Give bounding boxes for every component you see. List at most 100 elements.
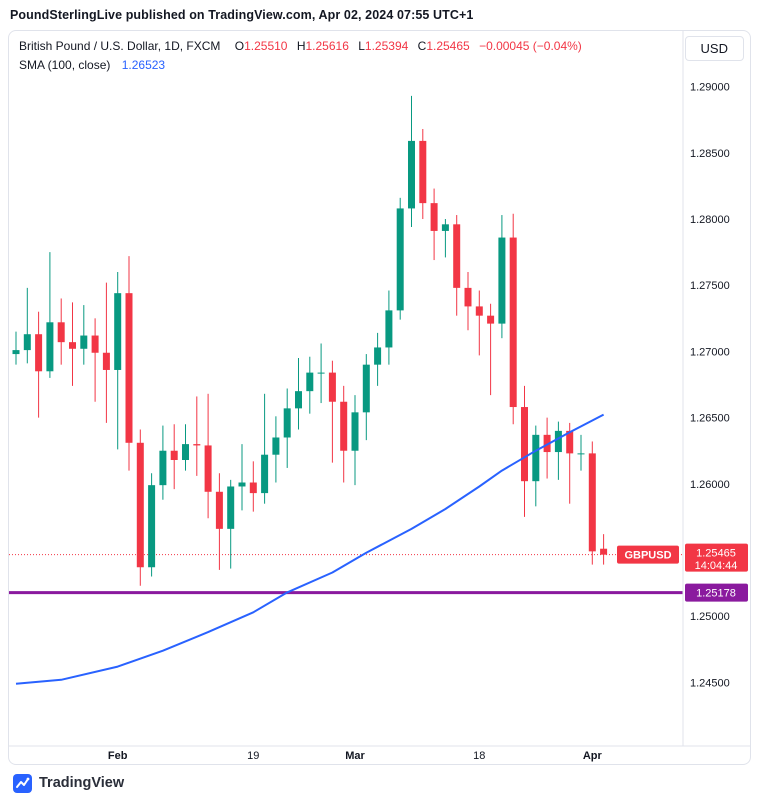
candle-body	[374, 347, 382, 365]
tradingview-wordmark[interactable]: TradingView	[39, 775, 125, 791]
candle-body	[204, 445, 212, 492]
candle-body	[136, 442, 144, 568]
close-value: 1.25465	[426, 39, 470, 53]
candle-body	[453, 224, 461, 288]
candle-body	[328, 372, 336, 402]
x-axis-label[interactable]: 18	[473, 750, 485, 762]
candle-body	[475, 306, 483, 316]
legend-indicator-row[interactable]: SMA (100, close) 1.26523	[19, 56, 582, 75]
high-value: 1.25616	[305, 39, 349, 53]
footer-bar: TradingView	[0, 765, 759, 801]
candle-body	[91, 335, 99, 353]
candle-body	[215, 491, 223, 529]
chart-legend: British Pound / U.S. Dollar, 1D, FXCM O1…	[19, 37, 582, 75]
x-axis-label[interactable]: Feb	[108, 750, 128, 762]
candle-body	[249, 482, 257, 494]
level-price-value: 1.25178	[696, 588, 736, 600]
sma-line	[15, 413, 605, 685]
candle-body	[577, 453, 585, 455]
y-axis-label[interactable]: 1.26000	[690, 479, 730, 491]
candle-body	[148, 485, 156, 568]
y-axis-label[interactable]: 1.25000	[690, 611, 730, 623]
close-letter: C	[417, 39, 427, 53]
candle-body	[182, 444, 189, 460]
candle-body	[227, 486, 235, 529]
candle-body	[532, 434, 540, 482]
candle-body	[464, 287, 472, 307]
price-change: −0.00045 (−0.04%)	[479, 39, 582, 53]
candle-body	[57, 322, 65, 343]
level-price-badge[interactable]	[685, 583, 748, 602]
x-axis-label[interactable]: Apr	[583, 750, 603, 762]
x-axis-label[interactable]: Mar	[345, 750, 365, 762]
ohlc-close: C1.25465	[418, 39, 470, 53]
candle-body	[600, 548, 608, 555]
candle-body	[385, 310, 393, 348]
sma-indicator-value: 1.26523	[121, 58, 166, 72]
y-axis-label[interactable]: 1.27000	[690, 346, 730, 358]
last-price-badge[interactable]	[685, 543, 748, 572]
candle-body	[193, 444, 201, 446]
open-value: 1.25510	[244, 39, 288, 53]
candle-body	[566, 430, 574, 454]
countdown-timer: 14:04:44	[695, 560, 738, 572]
candle-body	[408, 140, 415, 209]
candle-body	[351, 412, 359, 451]
candle-body	[362, 364, 370, 413]
candle-body	[498, 237, 506, 324]
candle-body	[441, 224, 449, 231]
attribution-bar: PoundSterlingLive published on TradingVi…	[0, 0, 759, 30]
price-chart-canvas[interactable]: 1.29000 1.28500 1.28000 1.27500 1.27000 1.265…	[9, 31, 750, 764]
candle-body	[430, 203, 438, 231]
symbol-price-tag-label: GBPUSD	[624, 550, 671, 562]
low-letter: L	[358, 39, 365, 53]
ohlc-low: L1.25394	[358, 39, 408, 53]
candle-body	[46, 322, 54, 372]
candle-body	[23, 334, 31, 351]
x-axis-label[interactable]: 19	[247, 750, 259, 762]
currency-toggle-button[interactable]: USD	[684, 36, 744, 61]
high-letter: H	[296, 39, 306, 53]
candle-body	[261, 454, 269, 494]
symbol-price-tag	[617, 545, 679, 564]
candle-body	[340, 401, 348, 451]
attribution-text: PoundSterlingLive published on TradingVi…	[10, 8, 474, 22]
candle-body	[125, 293, 133, 443]
candle-body	[419, 140, 427, 204]
candle-body	[12, 350, 20, 355]
y-axis-label[interactable]: 1.28000	[690, 214, 730, 226]
low-value: 1.25394	[364, 39, 409, 53]
candle-body	[102, 352, 110, 370]
legend-symbol-row[interactable]: British Pound / U.S. Dollar, 1D, FXCM O1…	[19, 37, 582, 56]
candle-body	[317, 372, 325, 374]
candle-body	[238, 482, 246, 487]
sma-indicator-label: SMA (100, close)	[19, 58, 111, 72]
candle-body	[80, 335, 88, 349]
y-axis-label[interactable]: 1.27500	[690, 280, 730, 292]
open-letter: O	[234, 39, 245, 53]
candle-body	[114, 293, 122, 370]
tradingview-logo-icon[interactable]	[13, 773, 32, 793]
candle-body	[554, 430, 562, 453]
candle-body	[306, 372, 314, 392]
symbol-title: British Pound / U.S. Dollar, 1D, FXCM	[19, 39, 221, 53]
candle-body	[283, 408, 291, 438]
candle-body	[521, 407, 528, 482]
candle-body	[487, 315, 495, 324]
ohlc-open: O1.25510	[235, 39, 288, 53]
y-axis-label[interactable]: 1.24500	[690, 677, 730, 689]
candle-body	[170, 450, 178, 460]
candle-body	[35, 334, 43, 372]
candle-body	[588, 453, 596, 552]
y-axis-label[interactable]: 1.28500	[690, 148, 730, 160]
candle-body	[69, 342, 76, 349]
y-axis-label[interactable]: 1.29000	[690, 82, 730, 94]
ohlc-high: H1.25616	[297, 39, 349, 53]
y-axis-label[interactable]: 1.26500	[690, 413, 730, 425]
candle-body	[295, 391, 302, 409]
candle-body	[509, 237, 517, 408]
chart-card: 1.29000 1.28500 1.28000 1.27500 1.27000 1.265…	[8, 30, 751, 765]
candle-body	[272, 437, 280, 455]
candle-body	[159, 450, 167, 486]
last-price-value: 1.25465	[696, 548, 736, 560]
